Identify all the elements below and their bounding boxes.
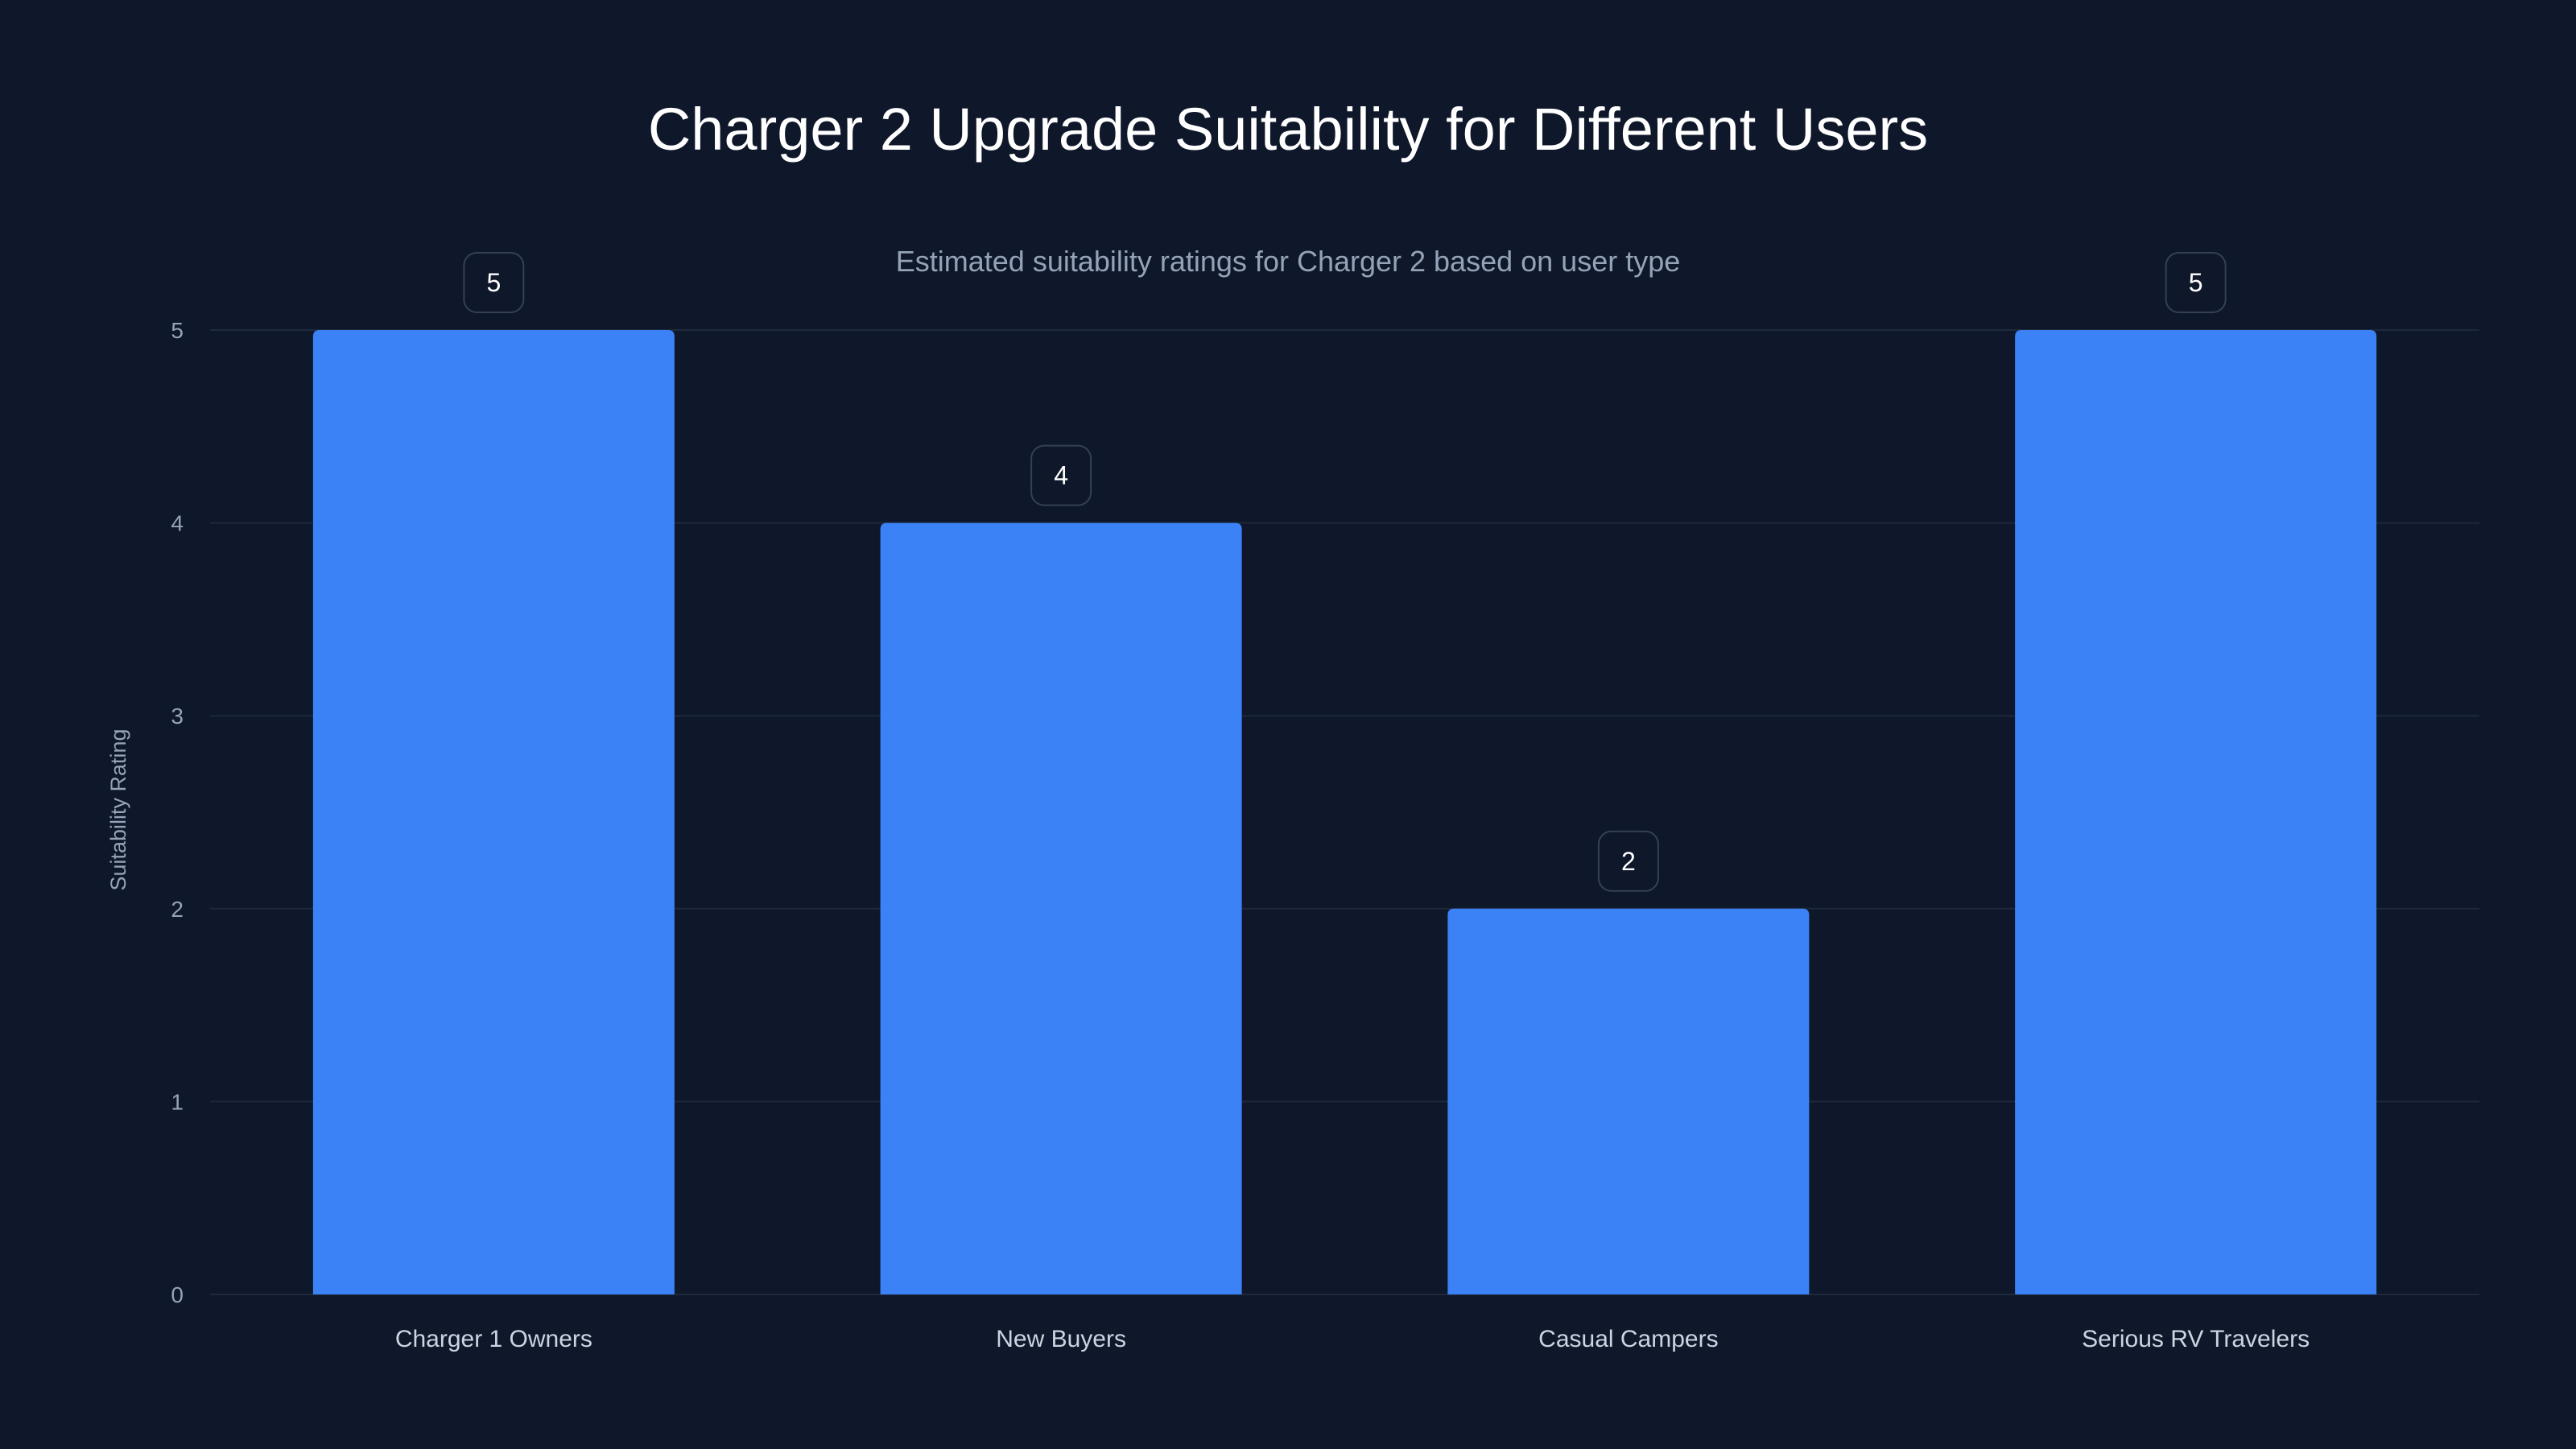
data-label: 2: [1621, 847, 1636, 876]
y-axis-label: Suitability Rating: [106, 729, 130, 890]
y-tick-label: 1: [171, 1089, 184, 1114]
bar: [312, 330, 675, 1294]
y-tick-label: 0: [171, 1282, 184, 1307]
data-label: 5: [486, 268, 501, 297]
chart-subtitle: Estimated suitability ratings for Charge…: [895, 245, 1681, 278]
y-tick-label: 2: [171, 897, 184, 922]
y-tick-label: 5: [171, 318, 184, 343]
bar: [880, 522, 1242, 1294]
x-tick-label: Serious RV Travelers: [2082, 1326, 2310, 1352]
data-label-box: [1030, 444, 1092, 506]
chart-title: Charger 2 Upgrade Suitability for Differ…: [647, 96, 1929, 163]
y-tick-label: 3: [171, 704, 184, 729]
data-label: 5: [2189, 268, 2203, 297]
x-tick-label: Casual Campers: [1538, 1326, 1718, 1352]
data-label-box: [2165, 252, 2227, 313]
data-label-box: [1597, 830, 1659, 892]
x-tick-label: New Buyers: [996, 1326, 1126, 1352]
y-tick-label: 4: [171, 511, 184, 536]
x-tick-label: Charger 1 Owners: [395, 1326, 592, 1352]
data-label-box: [463, 252, 525, 313]
data-label: 4: [1054, 461, 1068, 490]
bar: [1447, 908, 1810, 1294]
bar: [2015, 330, 2377, 1294]
